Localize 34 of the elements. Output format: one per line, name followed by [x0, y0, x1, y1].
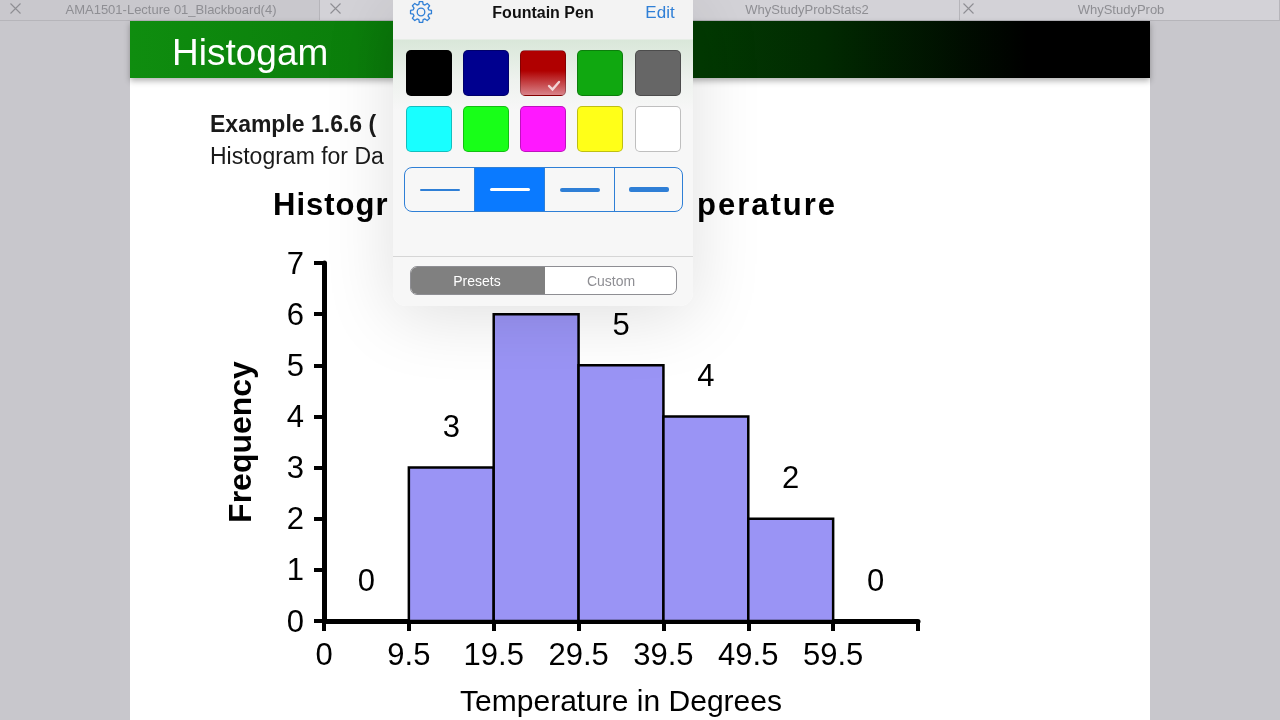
- y-tick-label: 1: [286, 552, 304, 588]
- text: WhyStudyProb: [1077, 1, 1165, 17]
- x-tick-label: 9.5: [387, 637, 431, 672]
- annotation: Presets: [453, 272, 501, 289]
- y-tick-label: 4: [286, 398, 304, 434]
- x-tick-label: 49.5: [718, 637, 779, 672]
- data-label: 3: [442, 409, 460, 445]
- chart-title: Histogam: [172, 32, 329, 73]
- annotation: Custom: [586, 272, 636, 289]
- text: perature: [697, 187, 838, 223]
- y-axis-title: Frequency: [222, 360, 258, 523]
- x-tick-label: 19.5: [463, 637, 524, 672]
- y-tick-label: 6: [286, 296, 304, 332]
- y-tick-label: 7: [286, 245, 304, 281]
- x-axis-title: Temperature in Degrees: [460, 683, 782, 717]
- text: Histogr: [273, 187, 389, 223]
- data-label: 0: [357, 562, 376, 598]
- y-tick-label: 5: [286, 347, 304, 383]
- data-label: 4: [697, 357, 715, 393]
- x-tick-label: 39.5: [633, 637, 694, 672]
- x-tick-label: 29.5: [548, 637, 609, 672]
- data-label: 5: [612, 306, 630, 342]
- x-tick-label: 0: [315, 637, 333, 672]
- text: Histogram for Da: [210, 142, 384, 170]
- data-label: 0: [866, 562, 885, 598]
- y-tick-label: 0: [286, 603, 304, 639]
- x-tick-label: 59.5: [802, 637, 864, 672]
- text: Example 1.6.6 (: [210, 110, 377, 138]
- data-label: 2: [782, 460, 800, 496]
- text: AMA1501-Lecture 01_Blackboard(4): [65, 1, 277, 17]
- popup-panel: Fountain Pen Edit Presets Custom: [393, 0, 693, 306]
- y-tick-label: 3: [286, 450, 304, 486]
- y-tick-label: 2: [286, 501, 304, 537]
- text: WhyStudyProbStats2: [745, 1, 869, 17]
